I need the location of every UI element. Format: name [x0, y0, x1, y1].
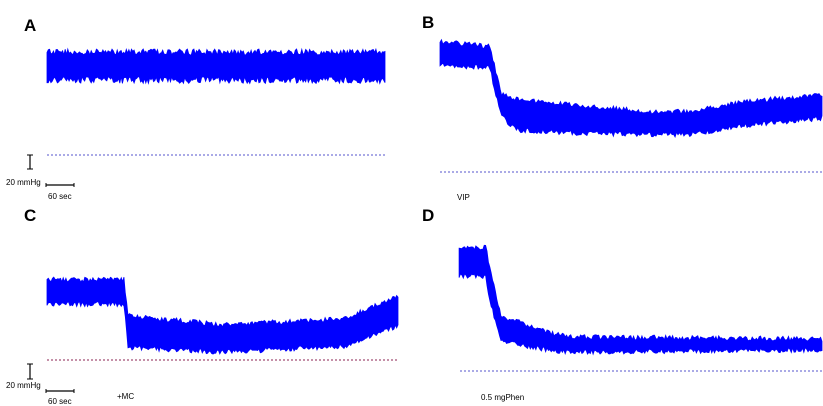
panel-c — [46, 276, 399, 361]
time-scale-label: 60 sec — [48, 397, 72, 406]
marker-vip: VIP — [457, 193, 470, 202]
scale-bar-c: 20 mmHg 60 sec — [6, 363, 75, 406]
marker-phen: 0.5 mgPhen — [481, 393, 524, 402]
marker-mc: +MC — [117, 392, 134, 401]
panel-label-a: A — [24, 16, 36, 35]
pressure-scale-label: 20 mmHg — [6, 381, 41, 390]
panel-label-c: C — [24, 206, 36, 225]
pressure-trace-a — [46, 47, 386, 85]
panel-label-d: D — [422, 206, 434, 225]
panel-a — [46, 47, 386, 156]
time-scale-label: 60 sec — [48, 192, 72, 201]
panel-b — [439, 38, 823, 173]
pressure-scale-label: 20 mmHg — [6, 178, 41, 187]
panel-label-b: B — [422, 13, 434, 32]
pressure-trace-c — [46, 276, 399, 355]
scale-bar-a: 20 mmHg 60 sec — [6, 154, 75, 201]
pressure-trace-d — [458, 244, 823, 356]
pressure-trace-b — [439, 38, 823, 139]
panel-d — [458, 244, 823, 372]
